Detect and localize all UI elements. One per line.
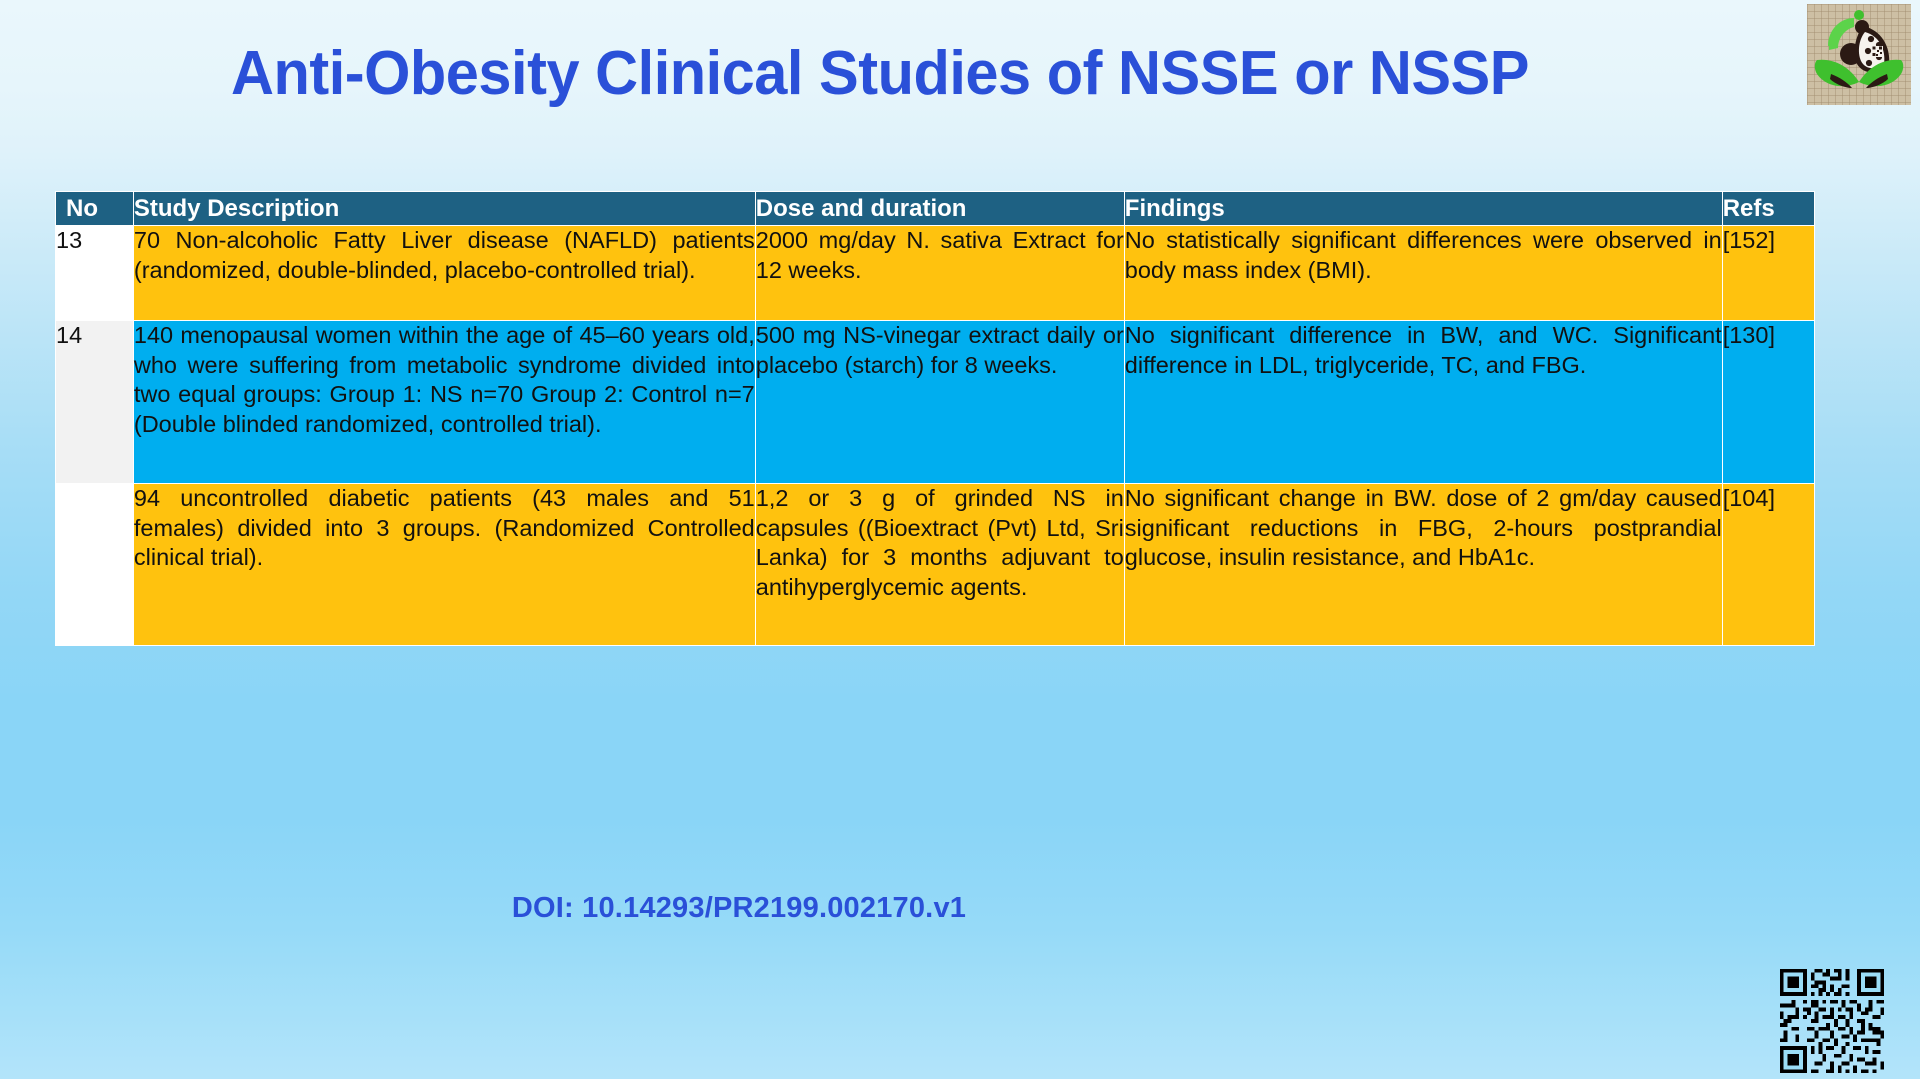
page-title: Anti-Obesity Clinical Studies of NSSE or… [230, 39, 1529, 108]
studies-table-container: No Study Description Dose and duration F… [55, 191, 1816, 646]
dose-duration-cell: 500 mg NS-vinegar extract daily or place… [754, 320, 1125, 484]
refs-cell: [104] [1721, 483, 1816, 646]
findings-cell: No significant change in BW. dose of 2 g… [1123, 483, 1723, 646]
column-header-findings: Findings [1123, 191, 1723, 226]
table-row: 94 uncontrolled diabetic patients (43 ma… [55, 483, 1816, 646]
qr-code-icon [1779, 968, 1885, 1074]
table-row: 14 140 menopausal women within the age o… [55, 320, 1816, 484]
row-number-cell: 13 [55, 225, 134, 321]
dose-duration-cell: 2000 mg/day N. sativa Extract for 12 wee… [754, 225, 1125, 321]
column-header-study-description: Study Description [132, 191, 756, 226]
dose-duration-cell: 1,2 or 3 g of grinded NS in capsules ((B… [754, 483, 1125, 646]
study-description-cell: 94 uncontrolled diabetic patients (43 ma… [132, 483, 756, 646]
column-header-no: No [55, 191, 134, 226]
row-number-cell [55, 483, 134, 646]
table-header-row: No Study Description Dose and duration F… [55, 191, 1816, 226]
refs-cell: [130] [1721, 320, 1816, 484]
table-row: 13 70 Non-alcoholic Fatty Liver disease … [55, 225, 1816, 321]
refs-cell: [152] [1721, 225, 1816, 321]
studies-table: No Study Description Dose and duration F… [55, 191, 1816, 646]
study-description-cell: 70 Non-alcoholic Fatty Liver disease (NA… [132, 225, 756, 321]
doi-text: DOI: 10.14293/PR2199.002170.v1 [511, 892, 967, 924]
findings-cell: No significant difference in BW, and WC.… [1123, 320, 1723, 484]
findings-cell: No statistically significant differences… [1123, 225, 1723, 321]
column-header-dose-duration: Dose and duration [754, 191, 1125, 226]
seed-leaf-icon [1814, 10, 1904, 88]
row-number-cell: 14 [55, 320, 134, 484]
column-header-refs: Refs [1721, 191, 1816, 226]
study-description-cell: 140 menopausal women within the age of 4… [132, 320, 756, 484]
publisher-logo [1807, 4, 1911, 105]
